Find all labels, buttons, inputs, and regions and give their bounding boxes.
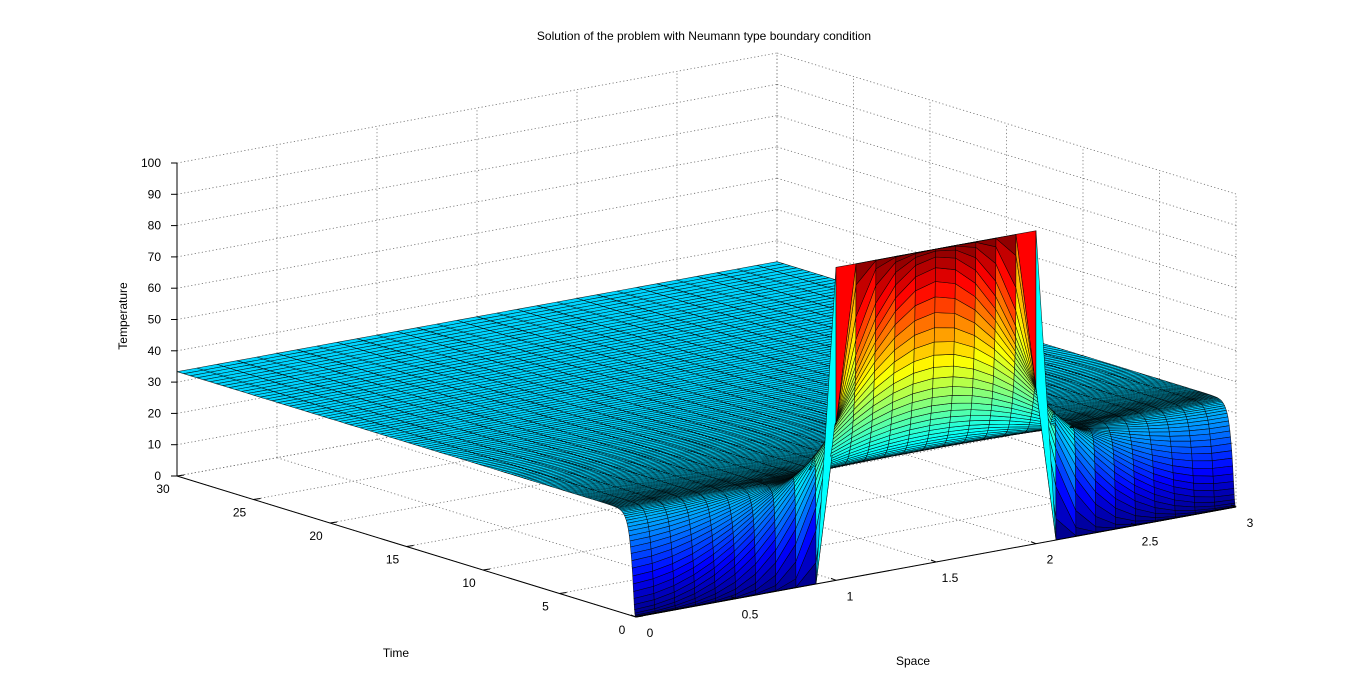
z-tick-label: 0 xyxy=(154,469,161,483)
z-tick-label: 40 xyxy=(148,344,162,358)
x-tick-mark xyxy=(730,596,737,600)
y-tick-label: 10 xyxy=(462,576,476,590)
x-tick-label: 3 xyxy=(1247,516,1254,530)
grid-line-back-horizontal xyxy=(176,146,778,258)
y-tick-mark xyxy=(406,545,414,547)
surface-patch xyxy=(1193,482,1215,492)
grid-line-back-horizontal xyxy=(176,52,778,164)
grid-line-back-horizontal xyxy=(176,83,778,195)
x-tick-label: 1.5 xyxy=(942,571,959,585)
surface-patch xyxy=(934,281,956,299)
x-axis-label: Space xyxy=(896,654,930,668)
surface-patch xyxy=(1168,430,1191,437)
surface-patch xyxy=(1193,489,1215,498)
surface-patch xyxy=(968,420,991,426)
z-tick-label: 100 xyxy=(141,156,161,170)
surface-patch xyxy=(950,409,972,418)
y-tick-mark xyxy=(176,474,185,477)
y-tick-mark xyxy=(482,568,491,571)
y-tick-label: 5 xyxy=(542,600,549,614)
grid-line-side-horizontal xyxy=(776,52,1237,195)
z-tick-label: 70 xyxy=(148,250,162,264)
x-tick-mark xyxy=(1230,504,1237,508)
z-axis-label: Temperature xyxy=(116,282,130,350)
grid-line-back-horizontal xyxy=(176,115,778,226)
y-tick-mark xyxy=(329,521,338,524)
grid-line-side-horizontal xyxy=(776,115,1237,257)
y-tick-label: 15 xyxy=(386,553,400,567)
surface-patch xyxy=(1192,468,1214,477)
grid-line-back-horizontal xyxy=(176,177,778,289)
x-tick-label: 2.5 xyxy=(1142,534,1159,548)
surface-patch xyxy=(1193,496,1215,503)
grid-layer xyxy=(176,52,1237,618)
y-tick-label: 30 xyxy=(156,482,170,496)
z-tick-label: 30 xyxy=(148,375,162,389)
y-axis-label: Time xyxy=(383,646,410,660)
z-tick-label: 20 xyxy=(148,406,162,420)
surface-patch xyxy=(988,423,1010,428)
surface-patch xyxy=(1190,446,1212,455)
surface-patch xyxy=(1191,453,1213,462)
surface-patch xyxy=(1192,475,1214,484)
surface-patch xyxy=(1169,435,1191,442)
x-tick-label: 0.5 xyxy=(742,608,759,622)
z-tick-label: 60 xyxy=(148,281,162,295)
x-tick-mark xyxy=(1030,541,1037,545)
x-tick-label: 2 xyxy=(1047,553,1054,567)
surface-patch xyxy=(934,296,956,314)
grid-line-side-horizontal xyxy=(776,83,1237,226)
grid-line-back-horizontal xyxy=(176,240,778,352)
surface-patch xyxy=(932,376,954,389)
surface-patch xyxy=(1170,440,1192,448)
y-tick-mark xyxy=(253,498,261,500)
y-tick-mark xyxy=(559,592,567,594)
surface-patch xyxy=(855,259,877,265)
surface-patch xyxy=(969,415,991,422)
grid-line-side-horizontal xyxy=(776,177,1237,320)
surface-patch xyxy=(933,327,955,343)
surface-patch xyxy=(935,256,956,271)
z-tick-label: 80 xyxy=(148,219,162,233)
y-tick-mark xyxy=(635,615,644,618)
x-tick-mark xyxy=(1130,522,1137,526)
surface-patch xyxy=(1191,460,1213,469)
surface-patch xyxy=(950,402,973,411)
surface-patch xyxy=(1148,427,1170,433)
surface-patch xyxy=(933,341,955,356)
grid-line-floor-y xyxy=(482,459,1084,571)
grid-line-back-horizontal xyxy=(176,209,778,320)
grid-line-side-horizontal xyxy=(776,209,1237,351)
x-tick-mark xyxy=(630,614,637,618)
surface-patch xyxy=(933,354,955,368)
grid-line-side-horizontal xyxy=(776,146,1237,289)
grid-line-floor-y xyxy=(406,436,1007,547)
z-tick-label: 10 xyxy=(148,438,162,452)
surface-patch xyxy=(951,386,973,396)
y-tick-label: 0 xyxy=(619,623,626,637)
y-tick-label: 25 xyxy=(233,506,247,520)
x-tick-label: 0 xyxy=(647,626,654,640)
z-tick-label: 50 xyxy=(148,313,162,327)
x-tick-mark xyxy=(930,559,937,563)
surface-patch xyxy=(935,267,956,284)
chart-title: Solution of the problem with Neumann typ… xyxy=(537,29,871,43)
surface-patch xyxy=(951,395,973,404)
surface-patch xyxy=(932,365,954,379)
y-tick-label: 20 xyxy=(309,529,323,543)
tick-layer: 00.511.522.53051015202530010203040506070… xyxy=(141,156,1254,640)
surface-patch xyxy=(934,312,956,329)
surface-layer xyxy=(176,230,1237,618)
x-tick-mark xyxy=(830,577,837,581)
z-tick-label: 90 xyxy=(148,187,162,201)
surface-patch xyxy=(935,249,956,259)
x-tick-label: 1 xyxy=(847,589,854,603)
